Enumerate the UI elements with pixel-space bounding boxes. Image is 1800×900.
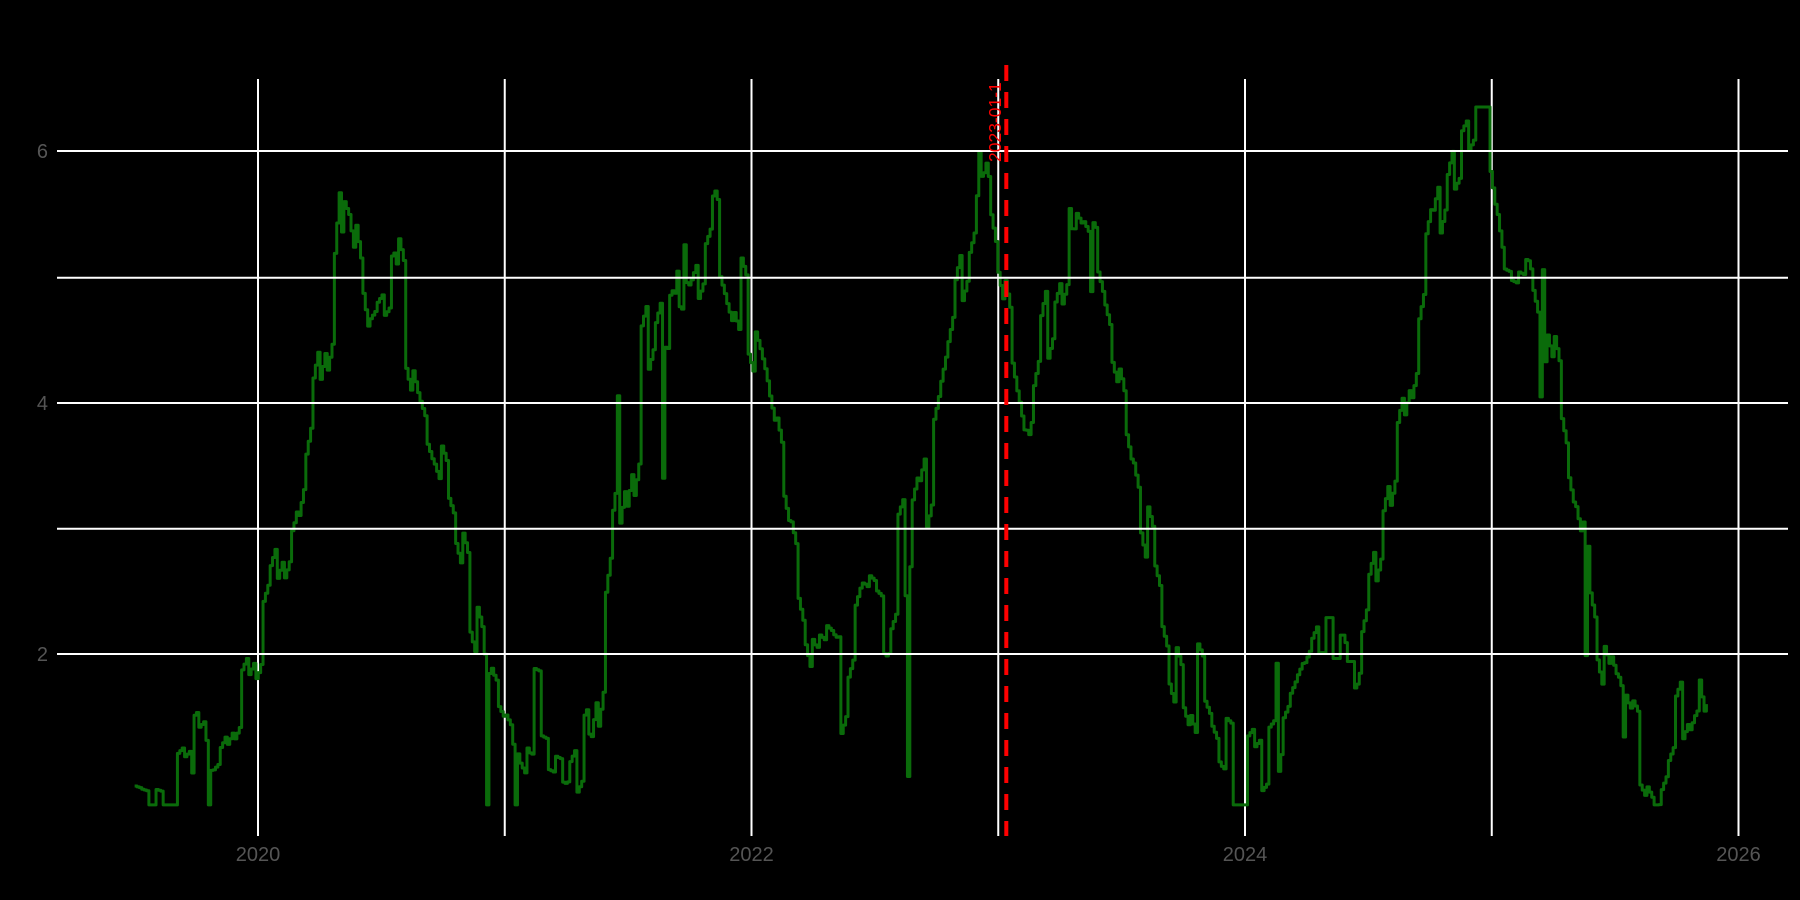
svg-text:2020: 2020 [236, 844, 281, 866]
svg-text:2022: 2022 [729, 844, 774, 866]
svg-text:2023-01-1: 2023-01-1 [985, 82, 1005, 162]
svg-text:2: 2 [37, 644, 48, 666]
svg-text:2026: 2026 [1716, 844, 1761, 866]
svg-text:4: 4 [37, 393, 48, 415]
svg-text:6: 6 [37, 141, 48, 163]
svg-text:2024: 2024 [1223, 844, 1268, 866]
